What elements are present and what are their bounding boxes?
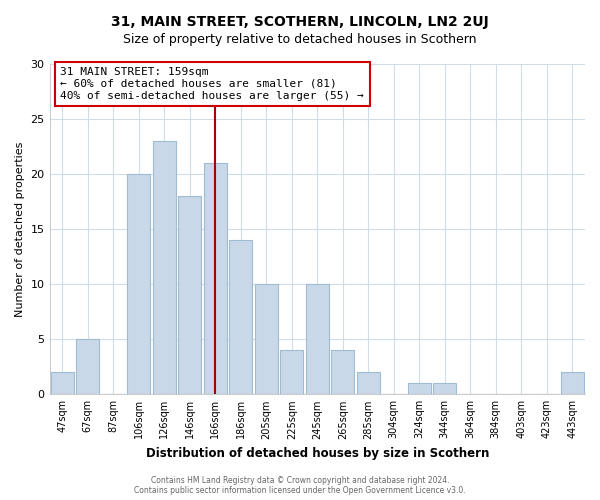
Bar xyxy=(178,196,201,394)
X-axis label: Distribution of detached houses by size in Scothern: Distribution of detached houses by size … xyxy=(146,447,489,460)
Bar xyxy=(433,384,456,394)
Text: Size of property relative to detached houses in Scothern: Size of property relative to detached ho… xyxy=(123,32,477,46)
Bar xyxy=(76,340,99,394)
Bar xyxy=(408,384,431,394)
Text: 31, MAIN STREET, SCOTHERN, LINCOLN, LN2 2UJ: 31, MAIN STREET, SCOTHERN, LINCOLN, LN2 … xyxy=(111,15,489,29)
Bar xyxy=(229,240,252,394)
Bar xyxy=(51,372,74,394)
Text: Contains HM Land Registry data © Crown copyright and database right 2024.
Contai: Contains HM Land Registry data © Crown c… xyxy=(134,476,466,495)
Bar xyxy=(153,141,176,395)
Bar xyxy=(357,372,380,394)
Bar xyxy=(127,174,150,394)
Text: 31 MAIN STREET: 159sqm
← 60% of detached houses are smaller (81)
40% of semi-det: 31 MAIN STREET: 159sqm ← 60% of detached… xyxy=(60,68,364,100)
Y-axis label: Number of detached properties: Number of detached properties xyxy=(15,142,25,317)
Bar xyxy=(204,163,227,394)
Bar xyxy=(280,350,303,395)
Bar xyxy=(255,284,278,395)
Bar xyxy=(331,350,354,395)
Bar xyxy=(306,284,329,395)
Bar xyxy=(561,372,584,394)
